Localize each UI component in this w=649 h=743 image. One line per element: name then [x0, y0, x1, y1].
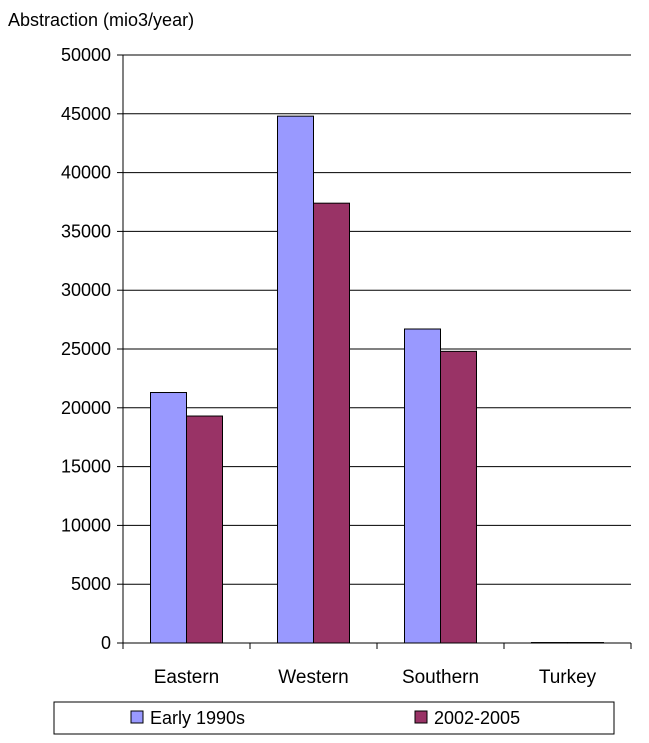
bar-eastern-series-0	[150, 392, 187, 644]
bar-southern-series-1	[440, 350, 477, 644]
x-tick-label: Eastern	[154, 667, 219, 688]
legend: Early 1990s 2002-2005	[53, 701, 615, 735]
y-tick-label: 40000	[61, 163, 111, 183]
legend-label-early-1990s: Early 1990s	[150, 708, 245, 728]
legend-swatch-early-1990s	[130, 710, 144, 724]
legend-box	[53, 701, 615, 735]
bar-eastern-series-1	[186, 415, 223, 644]
legend-label-2002-2005: 2002-2005	[434, 708, 520, 728]
y-tick-labels: 0 5000 10000 15000 20000 25000 30000 35000 40000…	[61, 45, 111, 653]
x-tick-label: Southern	[402, 667, 479, 688]
y-tick-label: 35000	[61, 221, 111, 241]
y-tick-label: 20000	[61, 398, 111, 418]
y-tick-label: 25000	[61, 339, 111, 359]
y-tick-label: 50000	[61, 45, 111, 65]
x-tick-label: Turkey	[539, 667, 597, 688]
x-tick-labels: Eastern Western Southern Turkey	[154, 667, 597, 688]
bar-southern-series-0	[404, 328, 441, 644]
axes	[122, 55, 632, 649]
x-tick-label: Western	[278, 667, 348, 688]
y-tick-label: 45000	[61, 104, 111, 124]
bars	[150, 115, 604, 644]
y-tick-label: 30000	[61, 280, 111, 300]
y-axis-label: Abstraction (mio3/year)	[8, 10, 194, 30]
y-tick-label: 10000	[61, 515, 111, 535]
bar-western-series-1	[313, 202, 350, 644]
y-tick-label: 0	[101, 633, 111, 653]
y-tick-label: 15000	[61, 457, 111, 477]
y-tick-label: 5000	[71, 574, 111, 594]
bar-western-series-0	[277, 115, 314, 644]
legend-swatch-2002-2005	[414, 710, 428, 724]
